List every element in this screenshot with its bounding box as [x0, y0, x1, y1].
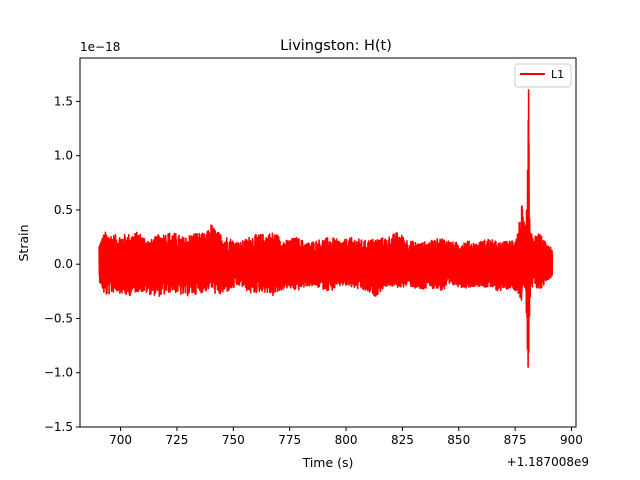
y-tick-label: 0.0: [54, 257, 73, 271]
x-tick-label: 900: [560, 433, 583, 447]
x-tick-label: 875: [504, 433, 527, 447]
y-tick-label: 1.0: [54, 149, 73, 163]
y-tick-label: −0.5: [44, 311, 73, 325]
plot-area: [79, 57, 577, 428]
y-axis-ticks: −1.5 −1.0 −0.5 0.0 0.5 1.0 1.5: [44, 94, 80, 434]
x-offset-label: +1.187008e9: [507, 455, 589, 469]
x-tick-label: 800: [335, 433, 358, 447]
legend-label: L1: [551, 68, 564, 81]
legend: L1: [514, 63, 572, 88]
series-line-l1: [98, 89, 554, 368]
y-scale-label: 1e−18: [80, 40, 120, 54]
y-axis-label: Strain: [16, 224, 31, 261]
series-layer: [98, 89, 554, 368]
x-tick-label: 700: [109, 433, 132, 447]
y-tick-label: 0.5: [54, 203, 73, 217]
x-axis-ticks: 700 725 750 775 800 825 850 875 900: [109, 427, 583, 447]
y-tick-label: 1.5: [54, 94, 73, 108]
x-tick-label: 750: [222, 433, 245, 447]
axes-frame: [79, 57, 577, 428]
y-tick-label: −1.5: [44, 420, 73, 434]
x-tick-label: 725: [165, 433, 188, 447]
x-tick-label: 850: [447, 433, 470, 447]
x-tick-label: 825: [391, 433, 414, 447]
legend-box: [514, 63, 572, 88]
chart-title: Livingston: H(t): [280, 38, 392, 54]
y-tick-label: −1.0: [44, 366, 73, 380]
x-tick-label: 775: [278, 433, 301, 447]
x-axis-label: Time (s): [302, 455, 354, 470]
